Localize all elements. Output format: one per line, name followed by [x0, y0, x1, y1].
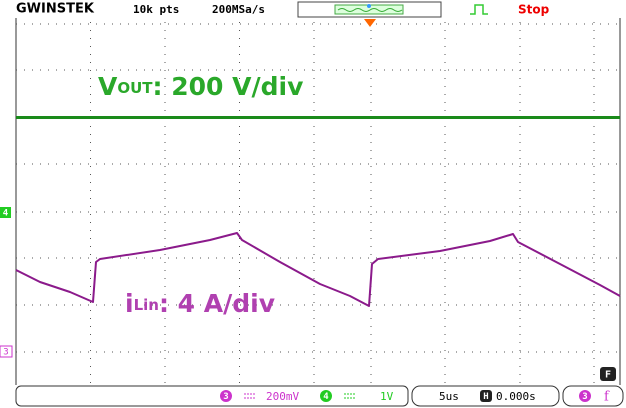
ch4-badge	[320, 390, 332, 402]
vout-scale: : 200 V/div	[153, 72, 304, 101]
ch3-id: 3	[223, 392, 228, 402]
ilin-label: iLin: 4 A/div	[125, 289, 275, 318]
trigger-icon	[470, 4, 488, 15]
vout-label: VOUT: 200 V/div	[98, 72, 303, 101]
memory-marker	[367, 4, 371, 8]
footer: 3 200mV 4 1V 5us H 0.000s 3 f	[15, 385, 624, 407]
h-badge	[480, 390, 492, 402]
ilin-symbol: i	[125, 289, 134, 318]
ilin-trace	[15, 232, 621, 307]
f-marker-bg	[600, 367, 616, 381]
brand: GWINSTEK	[16, 2, 95, 17]
sample-rate: 200MSa/s	[212, 3, 265, 16]
ch3-marker: 3	[3, 348, 8, 358]
delay: 0.000s	[496, 390, 536, 403]
ch3-marker-bg	[0, 345, 13, 358]
timebase: 5us	[439, 390, 459, 403]
trigger-box	[562, 385, 624, 407]
ch4-marker: 4	[3, 209, 9, 219]
run-status: Stop	[518, 3, 550, 17]
ch4-scale: 1V	[380, 390, 394, 403]
record-length: 10k pts	[133, 3, 179, 16]
ch3-badge	[220, 390, 232, 402]
f-marker: F	[605, 370, 611, 381]
graticule	[15, 18, 621, 385]
ilin-scale: : 4 A/div	[159, 289, 275, 318]
header: GWINSTEK 10k pts 200MSa/s Stop	[16, 1, 550, 18]
ch3-coupling	[244, 393, 256, 399]
ch4-id: 4	[323, 392, 329, 402]
ch4-marker-bg	[0, 207, 11, 218]
trig-slope: f	[604, 390, 610, 405]
trig-badge	[579, 390, 591, 402]
vout-symbol: V	[98, 72, 118, 101]
ch3-scale: 200mV	[266, 390, 299, 403]
trigger-position	[364, 19, 376, 27]
ilin-sub: Lin	[134, 296, 159, 314]
memory-wave	[337, 8, 403, 12]
h-id: H	[483, 392, 488, 402]
channel-box	[15, 385, 409, 407]
ch4-coupling	[344, 393, 356, 399]
trig-channel: 3	[582, 392, 587, 402]
vout-sub: OUT	[117, 79, 153, 97]
